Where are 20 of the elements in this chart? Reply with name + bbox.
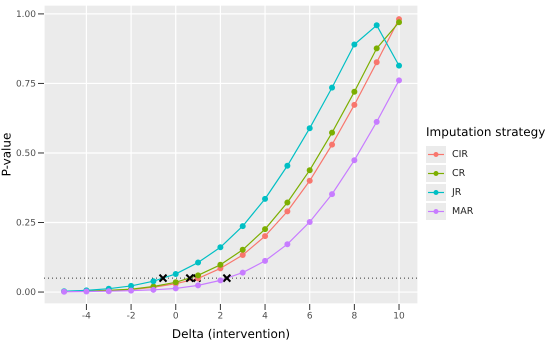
x-tick-label: -2 [126, 311, 136, 322]
legend-label: JR [450, 186, 462, 200]
x-axis-title: Delta (intervention) [172, 327, 290, 341]
y-tick-label: 0.75 [16, 80, 36, 90]
y-tick-label: 0.50 [16, 149, 36, 160]
x-tick-label: 8 [351, 311, 358, 322]
x-tick-label: -4 [82, 311, 92, 322]
y-tick-label: 0.00 [16, 288, 36, 298]
y-axis-title: P-value [0, 132, 14, 176]
legend-label: MAR [451, 205, 474, 219]
y-tick-label: 0.25 [16, 218, 36, 229]
legend-label: CIR [451, 148, 470, 162]
legend-label: CR [451, 167, 466, 181]
x-tick-label: 4 [262, 311, 268, 322]
x-tick-label: 10 [393, 311, 406, 322]
x-tick-label: 0 [172, 311, 179, 322]
y-tick-label: 1.00 [16, 10, 36, 20]
legend-title: Imputation strategy [426, 125, 546, 139]
x-tick-label: 2 [218, 311, 224, 322]
x-tick-label: 6 [306, 311, 313, 322]
